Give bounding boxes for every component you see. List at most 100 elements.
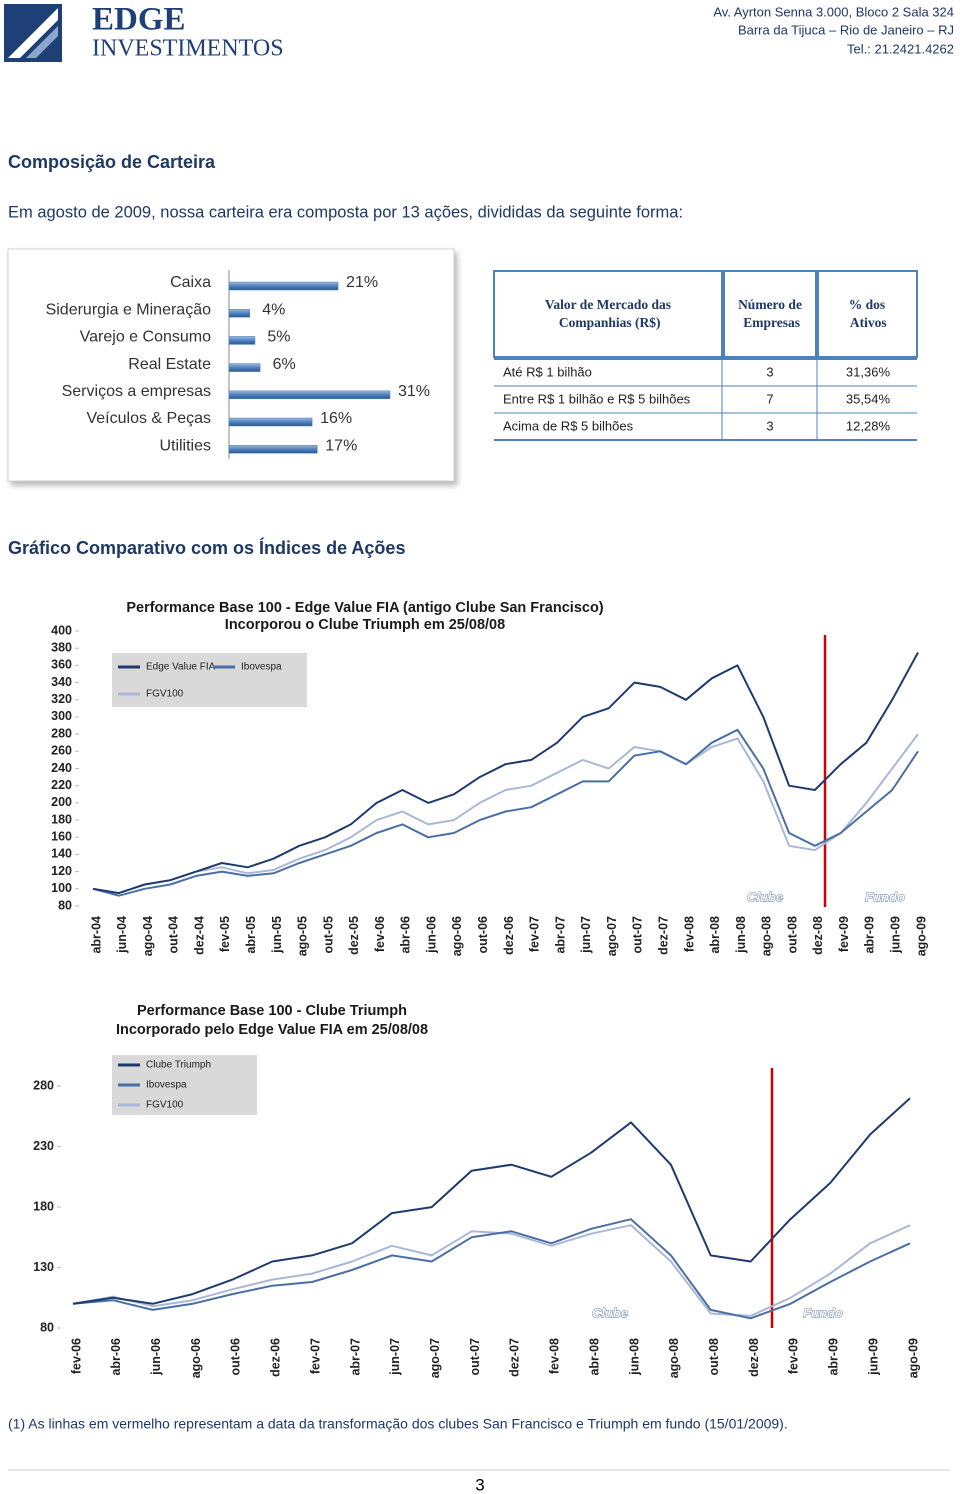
y-tick-label: 400	[51, 623, 72, 637]
table	[493, 270, 918, 441]
x-tick-label: fev-08	[682, 916, 696, 952]
legend-label: FGV100	[146, 689, 184, 700]
table-header: % dos Ativos	[847, 297, 886, 330]
x-tick-label: ago-06	[450, 916, 464, 956]
y-tick-label: 220	[51, 778, 72, 792]
x-tick-label: abr-05	[244, 916, 258, 954]
series-line	[72, 1224, 911, 1317]
address: Barra da Tijuca – Rio de Janeiro – RJ	[738, 22, 954, 37]
address: Av. Ayrton Senna 3.000, Bloco 2 Sala 324	[713, 4, 954, 19]
y-tick-label: 260	[51, 744, 72, 758]
y-tick-label: 230	[33, 1139, 54, 1153]
x-tick-label: jun-09	[866, 1338, 880, 1376]
category-label: Caixa	[170, 274, 211, 291]
x-tick-label: abr-09	[827, 1338, 841, 1376]
value-label: 5%	[267, 329, 290, 346]
legend-label: FGV100	[146, 1100, 184, 1111]
legend-box	[112, 653, 307, 707]
x-tick-label: fev-09	[787, 1338, 801, 1374]
table-header: Valor de Mercado das Companhias (R$)	[545, 297, 671, 330]
annotation: Clube	[747, 889, 783, 904]
value-label: 17%	[325, 437, 357, 454]
value-label: 21%	[346, 274, 378, 291]
x-tick-label: out-07	[468, 1338, 482, 1376]
value-label: 16%	[320, 410, 352, 427]
bar	[228, 417, 313, 427]
x-tick-label: ago-06	[189, 1338, 203, 1378]
address: Tel.: 21.2421.4262	[847, 41, 954, 56]
bar	[228, 281, 339, 291]
x-tick-label: abr-06	[109, 1338, 123, 1376]
x-tick-label: abr-06	[399, 916, 413, 954]
y-tick-label: 340	[51, 675, 72, 689]
x-tick-label: fev-07	[308, 1338, 322, 1374]
x-tick-label: jun-04	[115, 916, 129, 954]
heading: Composição de Carteira	[8, 152, 216, 172]
category-label: Varejo e Consumo	[80, 329, 211, 346]
series-line	[92, 728, 919, 897]
annotation: Fundo	[865, 889, 905, 904]
category-label: Siderurgia e Mineração	[46, 301, 212, 318]
x-tick-label: dez-08	[747, 1338, 761, 1377]
y-tick-label: 280	[33, 1078, 54, 1092]
y-tick-label: 380	[51, 640, 72, 654]
x-tick-label: ago-08	[667, 1338, 681, 1378]
x-tick-label: ago-04	[141, 916, 155, 956]
logo: EDGE INVESTIMENTOS	[4, 2, 284, 62]
y-tick-label: 180	[33, 1199, 54, 1213]
x-tick-label: jun-08	[734, 916, 748, 954]
bar	[228, 444, 318, 454]
annotation: Clube	[592, 1305, 628, 1320]
x-tick-label: abr-08	[708, 916, 722, 954]
logo-text: INVESTIMENTOS	[92, 36, 284, 62]
x-tick-label: fev-06	[69, 1338, 83, 1374]
x-tick-label: out-06	[229, 1338, 243, 1376]
x-tick-label: jun-06	[424, 916, 438, 954]
series-line	[92, 733, 919, 895]
x-tick-label: dez-06	[502, 916, 516, 955]
category-label: Serviços a empresas	[62, 383, 211, 400]
x-tick-label: fev-07	[528, 916, 542, 952]
x-tick-label: out-07	[631, 916, 645, 954]
x-tick-label: jun-07	[388, 1338, 402, 1376]
series-line	[92, 652, 919, 895]
legend-label: Ibovespa	[241, 662, 282, 673]
legend-label: Ibovespa	[146, 1080, 187, 1091]
y-tick-label: 120	[51, 864, 72, 878]
table-header: Número de Empresas	[738, 297, 802, 330]
legend-label: Clube Triumph	[146, 1060, 211, 1071]
x-tick-label: dez-05	[347, 916, 361, 955]
footnote: (1) As linhas em vermelho representam a …	[8, 1416, 788, 1432]
y-tick-label: 320	[51, 692, 72, 706]
category-label: Real Estate	[128, 356, 211, 373]
annotation: Fundo	[803, 1305, 843, 1320]
x-tick-label: fev-09	[837, 916, 851, 952]
y-tick-label: 180	[51, 812, 72, 826]
table-cell: 12,28%	[846, 418, 891, 433]
y-tick-label: 140	[51, 847, 72, 861]
x-tick-label: ago-05	[296, 916, 310, 956]
y-tick-label: 160	[51, 830, 72, 844]
x-tick-label: jun-05	[270, 916, 284, 954]
logo-text: EDGE	[92, 2, 186, 38]
x-tick-label: abr-09	[863, 916, 877, 954]
category-label: Utilities	[159, 437, 211, 454]
series-line	[72, 1218, 911, 1320]
x-tick-label: out-05	[321, 916, 335, 954]
bar	[228, 336, 256, 345]
y-tick-label: 80	[58, 898, 72, 912]
y-tick-label: 130	[33, 1260, 54, 1274]
value-label: 4%	[262, 301, 285, 318]
bar	[228, 390, 391, 400]
y-tick-label: 360	[51, 658, 72, 672]
x-tick-label: jun-09	[889, 916, 903, 954]
x-tick-label: ago-07	[428, 1338, 442, 1378]
table-cell: 31,36%	[846, 364, 891, 379]
x-tick-label: abr-07	[348, 1338, 362, 1376]
x-tick-label: dez-07	[656, 916, 670, 955]
x-tick-label: out-08	[785, 916, 799, 954]
chart-title: Performance Base 100 - Edge Value FIA (a…	[126, 600, 603, 616]
page-number: 3	[475, 1475, 484, 1494]
x-tick-label: jun-06	[149, 1338, 163, 1376]
